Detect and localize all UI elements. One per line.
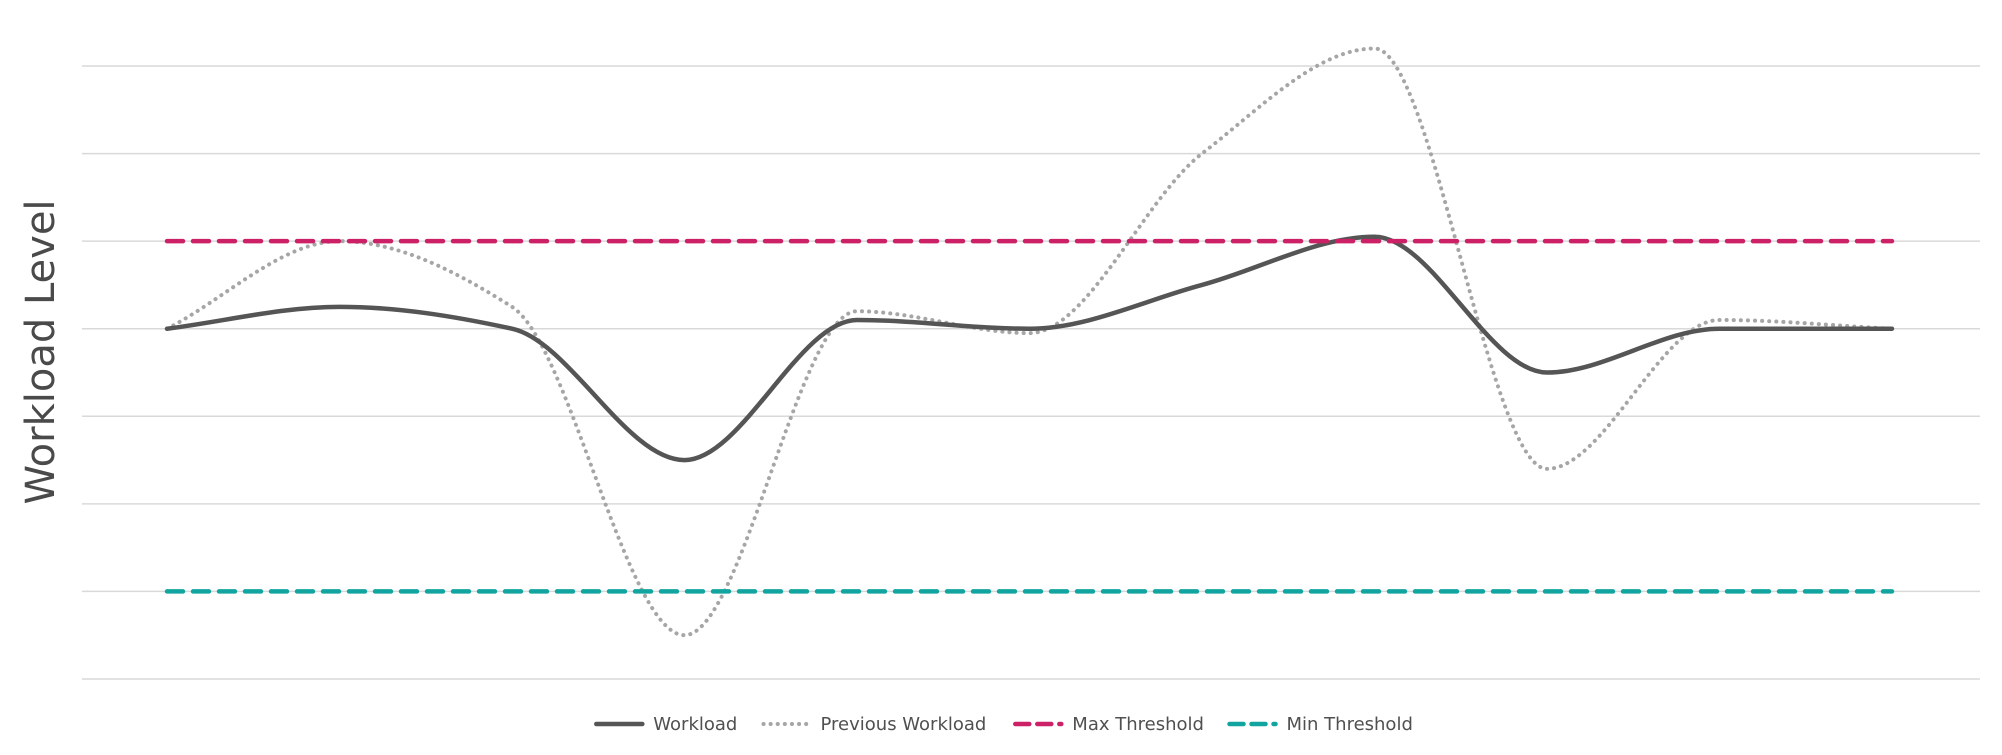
series-lines — [164, 46, 1895, 638]
legend-label-previous-workload: Previous Workload — [821, 714, 987, 735]
legend: Workload Previous Workload Max Threshold Mi… — [594, 714, 1413, 735]
legend-label-workload: Workload — [653, 714, 737, 735]
legend-label-max-threshold: Max Threshold — [1072, 714, 1204, 735]
grid-lines — [82, 65, 1980, 680]
legend-label-min-threshold: Min Threshold — [1287, 714, 1413, 735]
legend-item-min-threshold: Min Threshold — [1227, 714, 1413, 735]
legend-item-workload: Workload — [594, 714, 737, 735]
legend-item-max-threshold: Max Threshold — [1013, 714, 1204, 735]
y-axis-label: Workload Level — [18, 199, 64, 504]
series-line-previous-workload — [165, 46, 1894, 638]
series-line-workload — [164, 234, 1895, 463]
legend-item-previous-workload: Previous Workload — [761, 714, 987, 735]
